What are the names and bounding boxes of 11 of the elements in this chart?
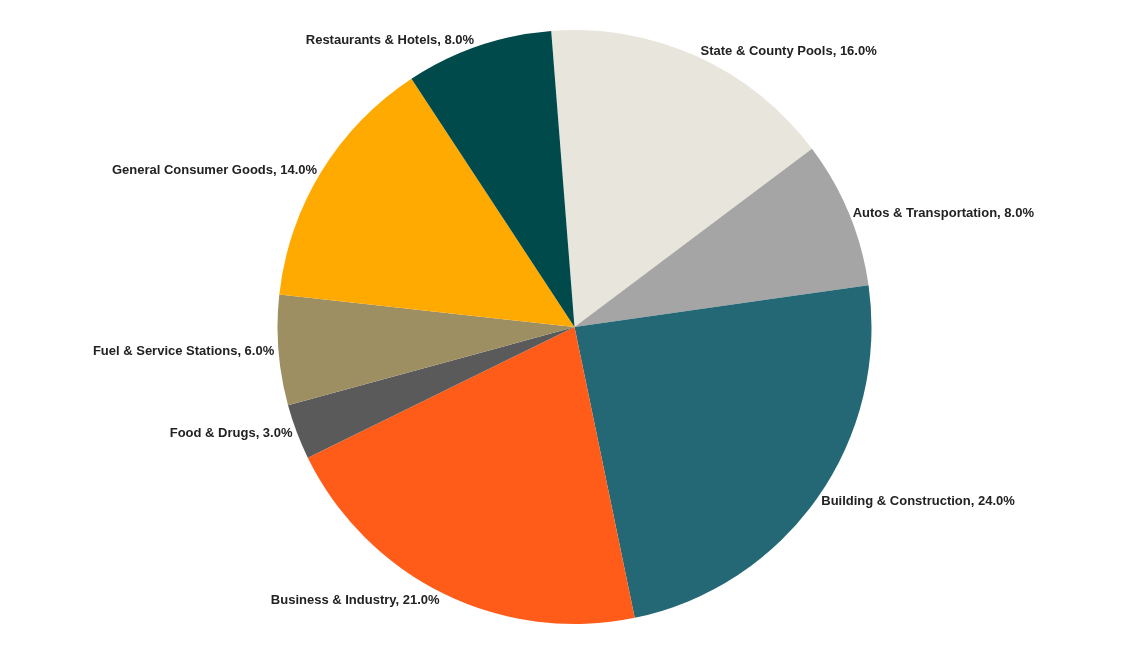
slice-label: Autos & Transportation, 8.0% — [852, 204, 1035, 220]
slice-label: State & County Pools, 16.0% — [700, 42, 878, 58]
slice-label: Restaurants & Hotels, 8.0% — [305, 31, 475, 47]
pie-slice — [277, 294, 575, 406]
slice-label: General Consumer Goods, 14.0% — [111, 162, 318, 178]
slice-label: Food & Drugs, 3.0% — [169, 425, 293, 441]
pie-slice — [279, 78, 575, 327]
slice-label: Fuel & Service Stations, 6.0% — [92, 342, 275, 358]
slice-label: Business & Industry, 21.0% — [270, 592, 441, 608]
slice-label: Building & Construction, 24.0% — [821, 492, 1016, 508]
pie-slice — [574, 285, 872, 618]
